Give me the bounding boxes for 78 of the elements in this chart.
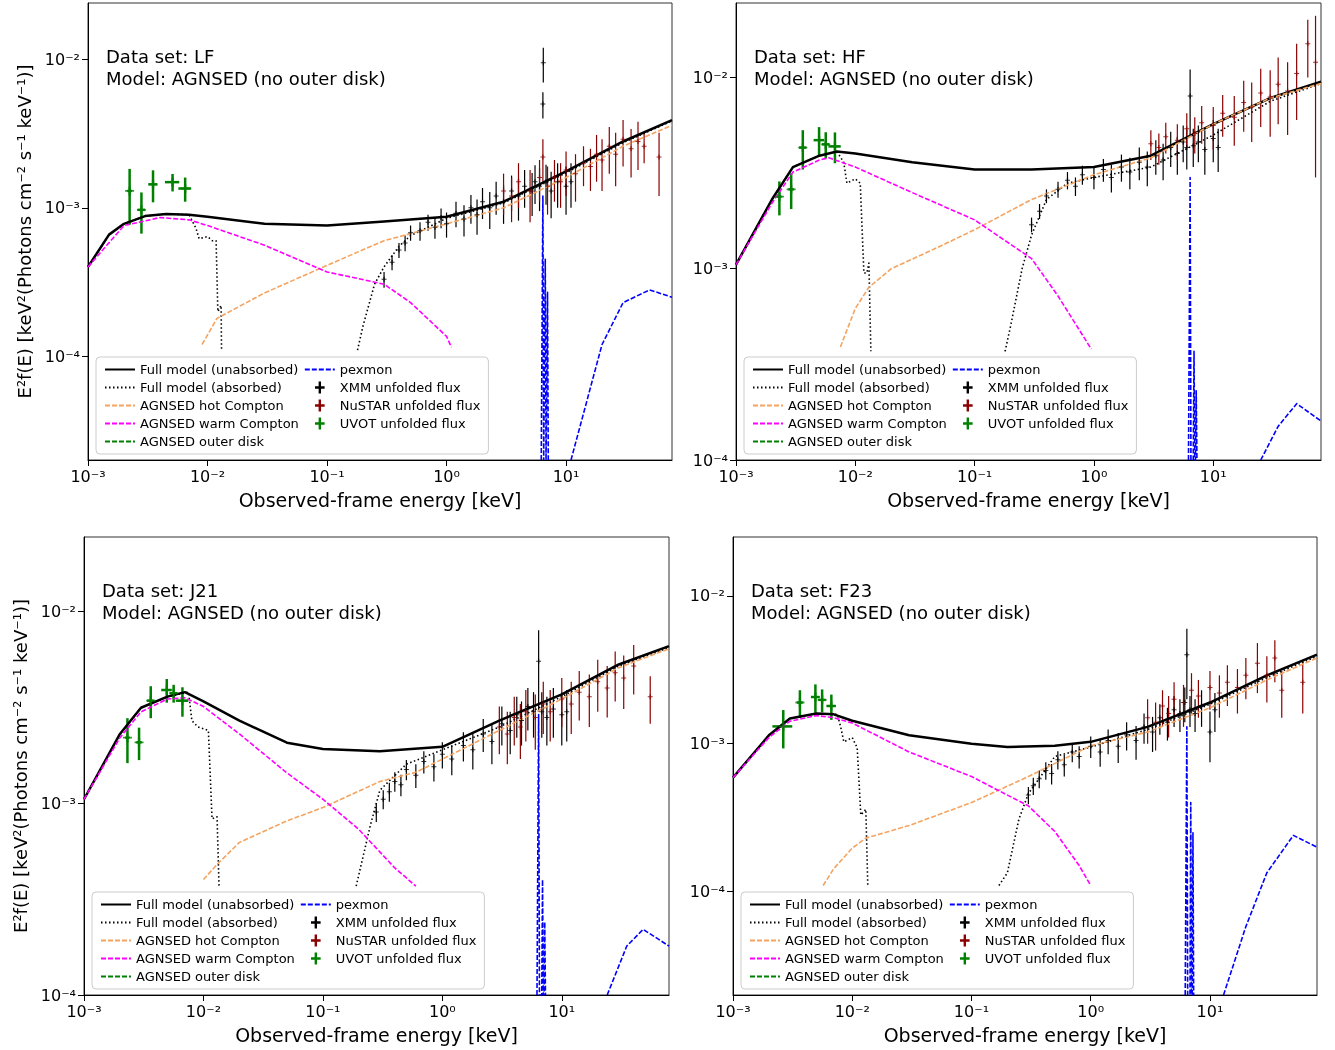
annotation: Model: AGNSED (no outer disk) [102,601,382,623]
x-tick-label: 10¹ [1196,1001,1224,1021]
y-tick-label: 10⁻⁴ [689,882,725,902]
y-axis-title: E²f(E) [keV²(Photons cm⁻² s⁻¹ keV⁻¹)] [10,599,32,933]
legend-label: NuSTAR unfolded flux [987,398,1129,413]
legend-label: pexmon [339,362,393,377]
y-tick-label: 10⁻³ [692,259,728,279]
x-tick-label: 10⁰ [1077,1001,1105,1021]
legend-label: AGNSED warm Compton [136,951,295,966]
legend-label: Full model (absorbed) [140,380,282,395]
y-tick-label: 10⁻⁴ [44,346,80,366]
legend-label: AGNSED hot Compton [785,933,929,948]
legend-label: XMM unfolded flux [987,380,1109,395]
x-tick-label: 10⁰ [428,1001,456,1021]
legend-label: pexmon [987,362,1041,377]
legend-label: AGNSED outer disk [785,969,910,984]
legend-label: XMM unfolded flux [339,380,461,395]
x-tick-label: 10⁻² [185,1001,222,1021]
legend-label: Full model (unabsorbed) [788,362,947,377]
legend-label: UVOT unfolded flux [339,416,466,431]
legend-label: AGNSED warm Compton [140,416,299,431]
x-tick-label: 10⁰ [1080,466,1108,486]
x-tick-label: 10⁻¹ [953,1001,990,1021]
legend-label: AGNSED outer disk [136,969,261,984]
legend-label: XMM unfolded flux [335,915,457,930]
legend-label: AGNSED outer disk [788,434,913,449]
legend-label: UVOT unfolded flux [987,416,1114,431]
legend-label: AGNSED warm Compton [785,951,944,966]
x-tick-label: 10¹ [1199,466,1227,486]
legend-label: AGNSED hot Compton [136,933,280,948]
legend-label: Full model (unabsorbed) [136,897,295,912]
x-tick-label: 10⁻¹ [305,1001,341,1021]
legend-label: Full model (absorbed) [136,915,278,930]
legend-label: pexmon [984,897,1038,912]
legend-label: UVOT unfolded flux [335,951,462,966]
legend-label: AGNSED hot Compton [788,398,932,413]
annotation: Data set: LF [106,45,215,67]
x-axis-title: Observed-frame energy [keV] [883,1023,1167,1046]
x-axis-title: Observed-frame energy [keV] [238,488,522,511]
x-tick-label: 10⁻² [837,466,873,486]
x-tick-label: 10⁻³ [70,466,106,486]
legend-label: pexmon [335,897,389,912]
x-tick-label: 10¹ [552,466,580,486]
annotation: Model: AGNSED (no outer disk) [754,67,1034,89]
legend-label: Full model (absorbed) [785,915,927,930]
legend-label: AGNSED outer disk [140,434,265,449]
y-tick-label: 10⁻³ [44,198,80,218]
annotation: Data set: F23 [751,579,873,601]
x-tick-label: 10⁻³ [715,1001,751,1021]
y-tick-label: 10⁻³ [689,734,725,754]
y-tick-label: 10⁻² [44,49,80,69]
legend-label: Full model (unabsorbed) [140,362,299,377]
legend-label: AGNSED warm Compton [788,416,947,431]
legend-label: NuSTAR unfolded flux [984,933,1126,948]
x-axis-title: Observed-frame energy [keV] [887,488,1170,511]
legend-label: NuSTAR unfolded flux [335,933,477,948]
legend-label: XMM unfolded flux [984,915,1106,930]
legend-label: AGNSED hot Compton [140,398,284,413]
annotation: Data set: HF [754,45,866,67]
y-tick-label: 10⁻² [689,586,725,606]
annotation: Model: AGNSED (no outer disk) [751,601,1031,623]
y-axis-title: E²f(E) [keV²(Photons cm⁻² s⁻¹ keV⁻¹)] [14,64,36,399]
x-tick-label: 10⁰ [433,466,460,486]
annotation: Data set: J21 [102,579,219,601]
annotation: Model: AGNSED (no outer disk) [106,67,386,89]
x-tick-label: 10⁻² [189,466,226,486]
x-tick-label: 10⁻¹ [957,466,993,486]
x-tick-label: 10⁻² [834,1001,870,1021]
legend-label: NuSTAR unfolded flux [339,398,481,413]
legend-label: Full model (absorbed) [788,380,930,395]
x-tick-label: 10¹ [548,1001,576,1021]
y-tick-label: 10⁻² [692,67,728,87]
x-tick-label: 10⁻¹ [309,466,345,486]
legend-label: UVOT unfolded flux [984,951,1111,966]
y-tick-label: 10⁻³ [40,793,76,813]
y-tick-label: 10⁻² [40,602,76,622]
x-axis-title: Observed-frame energy [keV] [235,1023,518,1046]
legend-label: Full model (unabsorbed) [785,897,944,912]
